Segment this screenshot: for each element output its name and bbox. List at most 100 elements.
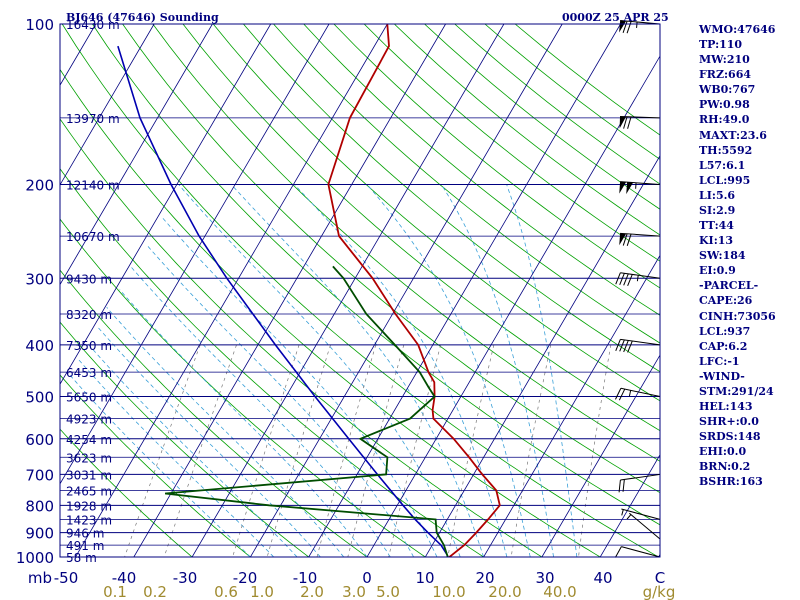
wind-barb-half-flag [636,275,639,282]
index-line: -PARCEL- [699,279,759,293]
index-line: TP:110 [699,38,743,52]
wind-barb-flag [627,116,632,129]
index-line: -WIND- [699,369,745,383]
isotherm [366,55,660,557]
wind-barb-pennant [626,182,634,195]
wind-barb [619,232,661,246]
height-level-label: 491 m [66,539,104,553]
wind-barb-flag [618,388,626,401]
mixing-ratio-tick-label: g/kg [643,583,676,600]
dry-adiabat [152,24,660,462]
moist-adiabat [130,266,391,557]
pressure-tick-label: 100 [25,16,54,34]
mixing-ratio-tick-label: 20.0 [488,583,521,600]
wind-barb-flag [614,388,622,400]
height-level-label: 946 m [66,527,104,541]
dry-adiabat [60,374,252,557]
isotherm [75,24,388,557]
moist-adiabat [97,326,321,557]
height-level-label: 3623 m [66,451,112,465]
pressure-tick-label: 1000 [16,549,54,567]
temperature-tick-label: 10 [415,569,434,587]
isotherm [133,24,446,557]
index-line: RH:49.0 [699,113,750,127]
height-level-label: 2465 m [66,484,112,498]
mixing-ratio-line [510,344,552,557]
dry-adiabat [60,428,193,557]
moist-adiabat [106,307,345,557]
wind-barb-flag [622,20,628,33]
wind-barb [619,115,661,129]
index-line: SI:2.9 [699,203,736,217]
temperature-tick-label: -50 [54,569,79,587]
temperature-tick-label: 30 [535,569,554,587]
valid-time: 0000Z 25 APR 25 [562,11,669,24]
isotherm [60,24,272,385]
wind-barb-staff [620,272,661,279]
index-line: LCL:937 [699,324,751,338]
isotherm [249,24,563,557]
dry-adiabat [243,24,660,373]
mixing-ratio-tick-label: 10.0 [432,583,465,600]
index-line: PW:0.98 [699,98,750,112]
mixing-ratio-line [316,344,377,557]
wind-barb-half-flag [626,514,632,520]
station-title: BJ646 (47646) Sounding [66,11,219,24]
parcel-profile-line [117,45,449,557]
dewpoint-profile-line [164,265,449,557]
index-line: TH:5592 [699,143,753,157]
moist-adiabat [178,184,461,557]
dry-adiabat [212,24,660,402]
mixing-ratio-line [124,344,201,557]
isotherm [599,453,660,557]
mixing-ratio-line [163,344,237,557]
height-level-label: 16430 m [66,18,120,32]
chart-profiles [117,24,501,557]
wind-barb-flag [626,233,632,246]
dry-adiabat [363,24,660,262]
temperature-tick-label: C [655,569,665,587]
index-line: SRDS:148 [699,430,761,444]
moist-adiabat [294,184,508,557]
index-line: L57:6.1 [699,158,746,172]
temperature-tick-label: 20 [475,569,494,587]
pressure-tick-label: 900 [25,525,54,543]
moist-adiabat [66,371,251,557]
temperature-tick-label: -30 [173,569,198,587]
wind-barb-flag [615,339,621,351]
mixing-ratio-tick-label: 0.6 [214,583,238,600]
index-line: FRZ:664 [699,68,752,82]
pressure-tick-label: 400 [25,337,54,355]
height-level-label: 4254 m [66,433,112,447]
moist-adiabat [86,341,298,557]
pressure-tick-label: 300 [25,270,54,288]
wind-barb [614,387,661,401]
index-line: EI:0.9 [699,264,736,278]
isotherm [60,24,330,485]
mixing-ratio-tick-label: 0.1 [103,583,127,600]
wind-barbs [614,20,661,558]
isotherm [483,254,660,557]
wind-barb-half-flag [628,390,632,397]
pressure-tick-label: 200 [25,176,54,194]
wind-barb-staff [620,473,661,481]
wind-barb-staff [629,512,661,540]
dry-adiabat [122,24,660,494]
wind-barb-flag [623,116,628,129]
dry-adiabat [60,218,427,557]
mixing-ratio-line [232,344,300,557]
dry-adiabat [60,168,485,557]
wind-barb-staff [620,387,661,398]
wind-barb [615,272,661,287]
wind-barb [615,338,661,353]
moist-adiabat [146,244,414,557]
mixing-ratio-tick-label: 5.0 [376,583,400,600]
height-level-label: 1423 m [66,513,112,527]
index-line: STM:291/24 [699,384,774,398]
mixing-ratio-line [447,344,495,557]
height-level-label: 3031 m [66,468,112,482]
height-level-label: 8320 m [66,308,112,322]
wind-barb-flag [623,273,629,286]
